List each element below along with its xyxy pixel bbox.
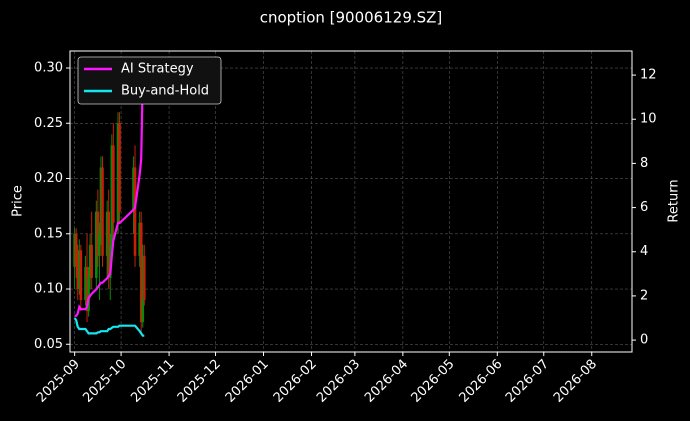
y2-tick-label: 4 bbox=[640, 244, 648, 259]
plot bbox=[73, 57, 146, 337]
candle-body bbox=[101, 167, 104, 256]
x-tick-label: 2025-10 bbox=[80, 357, 129, 406]
y2-tick-label: 0 bbox=[640, 333, 648, 348]
legend-label: Buy-and-Hold bbox=[121, 84, 209, 99]
candle-body bbox=[95, 211, 98, 278]
candle-body bbox=[108, 244, 112, 278]
chart-title: cnoption [90006129.SZ] bbox=[260, 9, 443, 27]
y2-axis-label: Return bbox=[667, 179, 682, 222]
x-tick-label: 2025-11 bbox=[128, 357, 177, 406]
x-tick-label: 2026-07 bbox=[503, 357, 552, 406]
candle-body bbox=[141, 255, 145, 323]
candle-body bbox=[143, 255, 146, 301]
candle-body bbox=[85, 266, 89, 312]
x-tick-label: 2026-02 bbox=[271, 357, 320, 406]
y2-tick-label: 8 bbox=[640, 156, 648, 171]
candle-body bbox=[77, 250, 81, 290]
candle-body bbox=[132, 167, 135, 212]
y2-tick-label: 12 bbox=[640, 68, 657, 83]
x-tick-label: 2026-06 bbox=[457, 357, 506, 406]
line-series bbox=[73, 317, 145, 337]
x-tick-label: 2026-05 bbox=[409, 357, 458, 406]
x-tick-label: 2025-09 bbox=[34, 357, 83, 406]
candle-body bbox=[74, 233, 78, 267]
candle-body bbox=[90, 244, 93, 278]
candle-body bbox=[88, 244, 92, 278]
y-tick-label: 0.05 bbox=[34, 337, 63, 352]
y-tick-label: 0.30 bbox=[34, 61, 63, 76]
y-tick-label: 0.25 bbox=[34, 116, 63, 131]
candle-body bbox=[98, 233, 101, 256]
candle-body bbox=[84, 266, 87, 301]
candle-body bbox=[107, 211, 111, 278]
legend-label: AI Strategy bbox=[121, 62, 194, 77]
legend-box bbox=[77, 56, 222, 105]
candle-body bbox=[87, 277, 90, 312]
candle-body bbox=[112, 145, 115, 223]
y-tick-label: 0.20 bbox=[34, 171, 63, 186]
candle-body bbox=[116, 123, 120, 223]
candle-body bbox=[99, 167, 103, 234]
y-tick-label: 0.10 bbox=[34, 282, 63, 297]
candle-body bbox=[105, 211, 109, 256]
y2-tick-label: 6 bbox=[640, 200, 648, 215]
x-tick-label: 2026-03 bbox=[314, 357, 363, 406]
candle-body bbox=[73, 233, 76, 267]
candle-body bbox=[76, 266, 80, 290]
x-tick-label: 2026-01 bbox=[223, 357, 272, 406]
line-series bbox=[74, 57, 146, 317]
x-tick-label: 2026-04 bbox=[362, 357, 411, 406]
y-tick-label: 0.15 bbox=[34, 226, 63, 241]
candle-body bbox=[79, 250, 83, 301]
x-tick-label: 2025-12 bbox=[175, 357, 224, 406]
plot-frame bbox=[69, 50, 633, 353]
candle-body bbox=[96, 211, 100, 256]
y2-tick-label: 2 bbox=[640, 288, 648, 303]
candle-body bbox=[110, 145, 114, 245]
x-tick-label: 2026-08 bbox=[551, 357, 600, 406]
y2-tick-label: 10 bbox=[640, 112, 657, 127]
y-axis-label: Price bbox=[11, 185, 26, 217]
candle-body bbox=[133, 167, 137, 256]
candle-body bbox=[139, 222, 143, 323]
candle-body bbox=[138, 222, 141, 256]
candle-body bbox=[118, 123, 121, 212]
